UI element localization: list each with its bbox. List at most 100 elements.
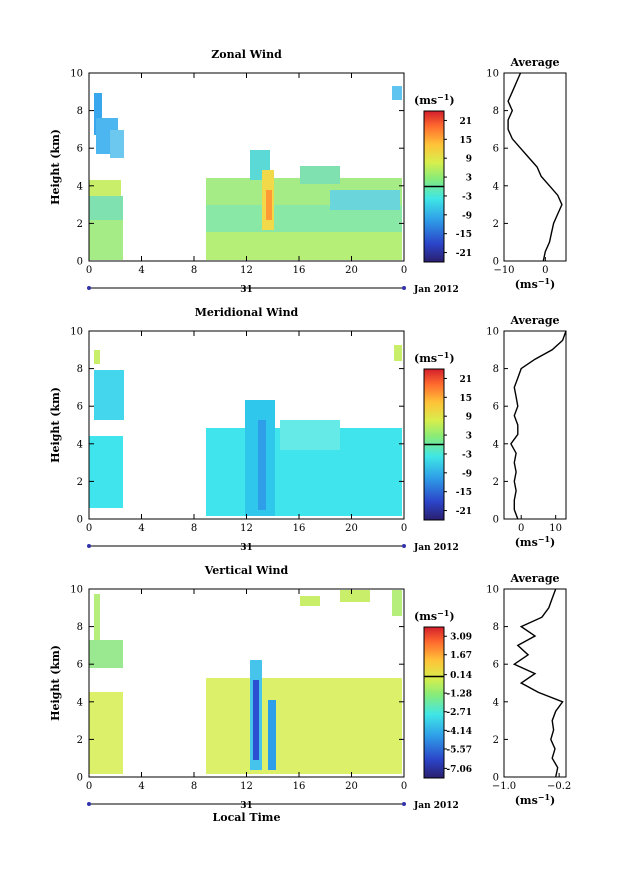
colorbar-label-3: 3 (466, 432, 472, 442)
ytick-label-2: 4 (77, 181, 83, 192)
average-ytick-label-2: 4 (493, 181, 499, 192)
colorbar-label-1: 15 (459, 394, 472, 404)
date-day-label: 31 (240, 543, 253, 553)
colorbar-label-0: 3.09 (450, 633, 472, 643)
panel-title: Zonal Wind (211, 48, 282, 61)
field-patch-2 (89, 692, 123, 774)
date-month-label: Jan 2012 (413, 801, 459, 811)
colorbar-unit: (ms−1) (414, 350, 455, 365)
average-ytick-label-3: 6 (493, 660, 499, 671)
xtick-label-1: 4 (138, 265, 144, 276)
xtick-label-2: 8 (191, 265, 197, 276)
field-patch-4 (89, 196, 123, 222)
ytick-label-4: 8 (77, 622, 83, 633)
field-patch-13 (300, 166, 340, 184)
date-line-end (402, 286, 406, 290)
colorbar-label-6: -5.57 (446, 745, 472, 755)
average-ytick-label-3: 6 (493, 402, 499, 413)
xtick-label-4: 16 (293, 781, 306, 792)
xtick-label-3: 12 (240, 523, 253, 534)
average-frame (503, 72, 567, 262)
field-patch-9 (340, 590, 370, 602)
xtick-label-2: 8 (191, 523, 197, 534)
average-ytick-label-5: 10 (486, 327, 499, 338)
field-patch-4 (206, 678, 402, 774)
ytick-label-3: 6 (77, 402, 83, 413)
average-ytick-label-5: 10 (486, 585, 499, 596)
date-line-start (87, 802, 91, 806)
field-patch-2 (110, 130, 124, 158)
average-ytick-label-4: 8 (493, 106, 499, 117)
colorbar-label-6: -15 (456, 230, 472, 240)
xtick-label-5: 20 (345, 523, 358, 534)
field-patch-0 (94, 93, 102, 135)
xtick-label-3: 12 (240, 781, 253, 792)
panel-1: Meridional Wind 0 2 4 6 8 10 Height (km) 0 4 8 12 16… (49, 306, 567, 553)
xtick-label-0: 0 (86, 523, 92, 534)
colorbar-label-6: -15 (456, 488, 472, 498)
colorbar-label-5: -4.14 (446, 727, 472, 737)
average-xtick-label-0: −1.0 (492, 781, 516, 792)
date-line-end (402, 544, 406, 548)
colorbar-label-2: 9 (466, 155, 472, 165)
ytick-label-4: 8 (77, 106, 83, 117)
field-patch-3 (394, 345, 402, 361)
colorbar-label-2: 9 (466, 413, 472, 423)
xtick-label-3: 12 (240, 265, 253, 276)
average-xtick-label-1: 0 (542, 265, 548, 276)
average-ytick-label-2: 4 (493, 439, 499, 450)
average-ytick-label-1: 2 (493, 735, 499, 746)
date-line-start (87, 286, 91, 290)
average-ytick-label-3: 6 (493, 144, 499, 155)
xtick-label-6: 0 (401, 523, 407, 534)
colorbar (423, 626, 445, 779)
average-title: Average (509, 56, 559, 69)
date-line-start (87, 544, 91, 548)
field-patch-0 (94, 594, 100, 644)
field-patch-6 (392, 86, 402, 100)
colorbar-label-7: -7.06 (446, 765, 472, 775)
field-patch-7 (280, 420, 340, 450)
xtick-label-5: 20 (345, 781, 358, 792)
average-ytick-label-1: 2 (493, 219, 499, 230)
xtick-label-1: 4 (138, 523, 144, 534)
x-axis-label: Local Time (213, 811, 281, 824)
xtick-label-6: 0 (401, 265, 407, 276)
ytick-label-2: 4 (77, 697, 83, 708)
field-patch-1 (89, 640, 123, 668)
xtick-label-6: 0 (401, 781, 407, 792)
wind-field (89, 345, 402, 516)
average-ytick-label-0: 0 (493, 515, 499, 526)
colorbar-label-5: -9 (462, 211, 472, 221)
ytick-label-5: 10 (70, 327, 83, 338)
average-unit: (ms−1) (515, 534, 556, 549)
ytick-label-0: 0 (77, 773, 83, 784)
xtick-label-1: 4 (138, 781, 144, 792)
field-patch-3 (392, 590, 402, 616)
wind-field (89, 86, 402, 260)
field-patch-6 (258, 420, 266, 510)
average-ytick-label-1: 2 (493, 477, 499, 488)
ytick-label-3: 6 (77, 660, 83, 671)
colorbar-label-0: 21 (459, 375, 472, 385)
date-day-label: 31 (240, 285, 253, 295)
xtick-label-4: 16 (293, 265, 306, 276)
date-line-end (402, 802, 406, 806)
ytick-label-3: 6 (77, 144, 83, 155)
field-patch-1 (94, 370, 124, 420)
date-day-label: 31 (240, 801, 253, 811)
average-ytick-label-4: 8 (493, 622, 499, 633)
average-xtick-label-1: −0.2 (547, 781, 571, 792)
xtick-label-4: 16 (293, 523, 306, 534)
field-patch-3 (89, 180, 121, 198)
wind-field (89, 590, 402, 774)
colorbar-label-4: -3 (462, 192, 472, 202)
field-patch-6 (253, 680, 259, 760)
colorbar-label-7: -21 (456, 507, 472, 517)
average-ytick-label-0: 0 (493, 773, 499, 784)
ytick-label-5: 10 (70, 585, 83, 596)
average-ytick-label-4: 8 (493, 364, 499, 375)
average-xtick-label-1: 10 (549, 523, 562, 534)
